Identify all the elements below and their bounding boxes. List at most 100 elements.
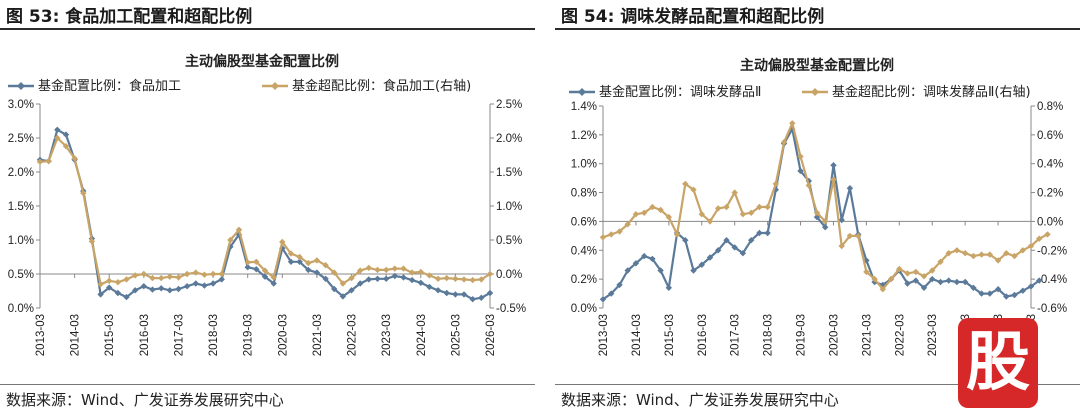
x-tick-label: 2025-03 [450,314,462,356]
series-point-2 [417,268,424,276]
series-point-2 [140,270,147,278]
series-point-1 [253,266,260,273]
series-point-1 [97,291,104,298]
y-tick-label-right: 2.0% [496,133,522,145]
x-tick-label: 2022-03 [894,314,906,356]
series-point-1 [460,291,468,298]
series-point-1 [158,285,165,292]
watermark-logo: 股 [958,318,1038,408]
series-point-2 [764,203,771,211]
series-point-1 [313,269,321,276]
series-point-1 [270,280,277,287]
series-point-2 [296,253,303,261]
legend-marker-series2 [271,82,279,90]
legend-item-series1: 基金配置比例：调味发酵品Ⅱ [569,84,761,100]
x-tick-label: 2020-03 [828,314,840,356]
series-point-2 [97,281,104,288]
series-point-2 [408,269,416,276]
y-tick-label-left: 1.4% [571,101,597,113]
series-point-2 [158,274,165,282]
title-rule [0,28,535,30]
x-tick-label: 2023-03 [927,314,939,356]
series-point-2 [920,273,928,280]
series-point-2 [383,266,390,274]
y-tick-label-right: 1.5% [496,167,522,179]
y-tick-label-left: 3.0% [8,99,34,111]
series-point-1 [166,287,173,294]
series-point-1 [690,267,697,274]
series-point-2 [426,272,433,279]
series-point-2 [789,120,796,127]
series-point-2 [175,274,182,281]
series-point-1 [904,280,911,287]
series-point-1 [1011,291,1018,299]
x-tick-label: 2019-03 [796,314,808,356]
series-point-2 [1027,242,1035,250]
legend-label-series1: 基金配置比例：食品加工 [38,78,181,94]
series-point-2 [261,267,269,274]
series-point-1 [123,293,130,301]
x-tick-label: 2026-03 [485,314,497,356]
series-point-2 [443,274,450,282]
y-tick-label-left: 2.5% [8,133,34,145]
series-point-2 [690,186,697,193]
series-point-1 [132,287,139,294]
series-point-2 [149,274,156,282]
series-point-1 [838,216,845,224]
series-point-1 [140,283,147,290]
series-point-2 [192,269,199,276]
y-tick-label-right: 0.0% [1037,216,1063,228]
series-point-1 [978,290,985,297]
series-point-2 [797,153,804,160]
chart-title: 主动偏股型基金配置比例 [185,53,339,70]
series-point-2 [331,269,338,276]
series-point-2 [400,265,407,272]
x-tick-label: 2021-03 [312,314,324,356]
series-point-1 [183,283,191,290]
series-point-2 [106,277,113,284]
y-tick-label-left: 0.5% [8,269,34,281]
series-point-1 [953,278,961,286]
figure-panel-54: 图 54: 调味发酵品配置和超配比例 主动偏股型基金配置比例 基金配置比例：调味发… [555,0,1080,417]
y-tick-label-left: 0.0% [571,303,597,315]
series-point-2 [348,274,355,282]
series-point-1 [296,258,303,265]
series-point-1 [114,289,122,297]
x-tick-label: 2024-03 [416,314,428,356]
source-rule [0,384,535,385]
series-point-2 [813,209,821,216]
legend-item-series1: 基金配置比例：食品加工 [8,78,181,94]
y-tick-label-left: 1.2% [571,130,597,142]
series-point-2 [218,270,225,278]
series-point-2 [469,276,476,284]
series-point-2 [855,232,862,240]
series-point-2 [80,189,87,197]
y-tick-label-left: 2.0% [8,167,34,179]
y-tick-label-left: 0.8% [571,188,597,200]
series-point-2 [962,250,969,257]
series-point-2 [822,218,829,225]
x-tick-label: 2023-03 [381,314,393,356]
x-tick-label: 2016-03 [697,314,709,356]
series-point-1 [192,280,199,287]
series-point-1 [374,275,381,282]
series-point-1 [209,280,217,287]
series-point-2 [166,273,173,280]
legend-label-series2: 基金超配比例：调味发酵品Ⅱ(右轴) [832,84,1031,100]
series-point-1 [443,289,450,297]
series-point-1 [175,285,182,293]
series-point-1 [994,286,1002,293]
series-point-2 [739,211,747,218]
x-tick-label: 2015-03 [664,314,676,356]
x-tick-label: 2019-03 [243,314,255,356]
series-point-2 [616,228,623,235]
y-tick-label-left: 1.0% [8,235,34,247]
series-line-2 [602,122,1049,291]
series-point-1 [616,281,623,289]
series-point-1 [706,254,714,261]
y-tick-label-right: 0.2% [1037,188,1063,200]
series-point-1 [434,287,442,294]
series-point-2 [36,158,44,165]
series-point-1 [322,275,329,282]
